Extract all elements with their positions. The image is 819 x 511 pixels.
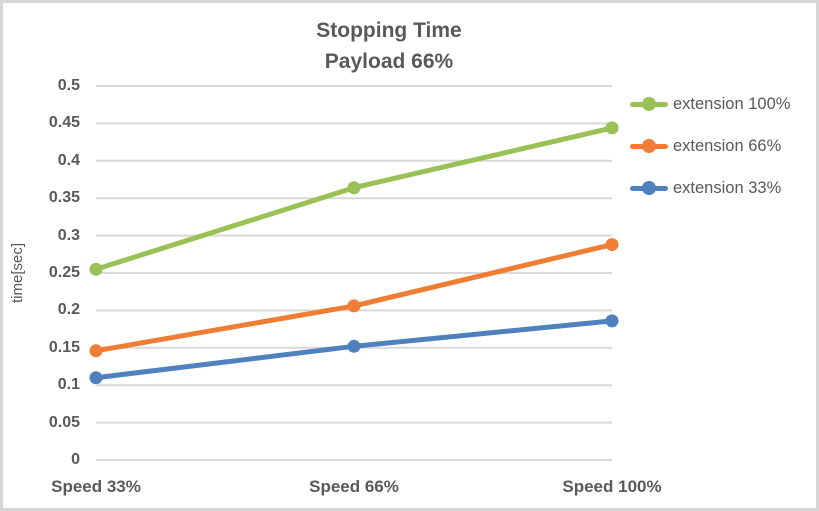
x-tick-label: Speed 66% xyxy=(309,477,399,496)
y-tick-label: 0.15 xyxy=(48,338,80,356)
x-tick-label: Speed 100% xyxy=(562,477,662,496)
data-point-marker xyxy=(605,121,619,135)
data-point-marker xyxy=(89,371,103,385)
data-point-marker xyxy=(89,262,103,276)
series-line xyxy=(93,242,615,354)
y-tick-label: 0.1 xyxy=(57,376,80,394)
y-tick-label: 0 xyxy=(71,451,80,468)
y-tick-label: 0.45 xyxy=(48,114,80,132)
data-point-marker xyxy=(347,339,361,353)
data-point-marker xyxy=(605,314,619,328)
y-tick-label: 0.4 xyxy=(57,151,80,169)
y-tick-label: 0.25 xyxy=(48,264,80,281)
x-tick-label: Speed 33% xyxy=(51,477,141,496)
data-point-marker xyxy=(347,181,361,195)
chart-subtitle: Payload 66% xyxy=(324,50,454,73)
y-tick-label: 0.3 xyxy=(57,226,80,244)
y-tick-label: 0.2 xyxy=(57,301,80,319)
data-point-marker xyxy=(89,344,103,358)
y-tick-label: 0.35 xyxy=(48,189,80,207)
y-tick-label: 0.05 xyxy=(48,413,80,431)
y-tick-label: 0.5 xyxy=(57,77,80,94)
chart-title: Stopping Time xyxy=(316,19,462,42)
plot-area xyxy=(89,85,619,461)
data-point-marker xyxy=(605,238,619,252)
chart-title-block: Stopping Time Payload 66% xyxy=(89,15,689,77)
data-point-marker xyxy=(347,299,361,313)
